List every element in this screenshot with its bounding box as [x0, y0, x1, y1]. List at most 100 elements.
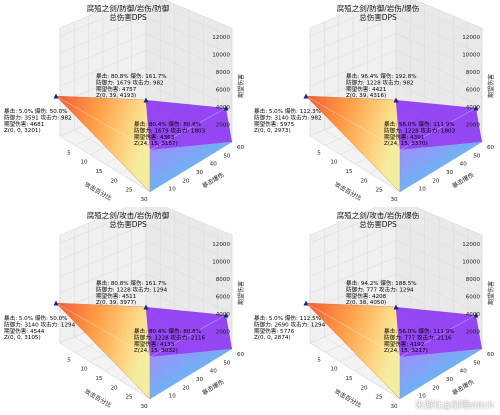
x-tick-label: 10 — [80, 367, 88, 373]
z-axis-label: 期望伤害 — [237, 281, 245, 305]
x-tick-label: 20 — [110, 385, 118, 391]
peak-marker — [473, 105, 479, 111]
z-tick-label: 4000 — [466, 105, 481, 111]
chart-title: 腐殖之剑/防御/岩伤/爆伤 — [337, 3, 420, 13]
y-tick-label: 10 — [419, 187, 427, 193]
surface-chart: 5 10 15 20 25 30 10 20 30 40 50 60 2000 4000 6000 8000 1… — [4, 207, 245, 410]
peak-marker — [53, 300, 59, 306]
z-tick-label: 4000 — [466, 312, 481, 318]
surface-chart: 5 10 15 20 25 30 10 20 30 40 50 60 2000 4000 6000 8000 1… — [4, 0, 245, 203]
annotation-line: Z(0, 0, 3201) — [4, 128, 41, 134]
annotation-line: Z(0, 0, 2874) — [254, 335, 291, 341]
annotation-line: 期望伤害: 4421 — [346, 85, 387, 93]
y-tick-label: 20 — [182, 385, 190, 391]
annotation-line: 期望伤害: 4511 — [96, 292, 137, 300]
surface-cyan-face — [400, 349, 482, 399]
x-tick-label: 25 — [125, 395, 133, 401]
x-axis-label: 攻击百分比 — [83, 387, 113, 409]
surface-cyan-face — [150, 142, 232, 192]
x-tick-label: 30 — [140, 404, 148, 410]
surface-purple-face — [146, 307, 232, 357]
x-tick-label: 10 — [80, 160, 88, 166]
x-tick-label: 25 — [125, 188, 133, 194]
annotation-line: Z(24, 15, 3032) — [134, 348, 178, 354]
z-tick-label: 10000 — [462, 52, 480, 58]
annotation-line: 期望伤害: 4544 — [4, 327, 45, 335]
annotation-line: 防御力: 2690 攻击力: 1294 — [254, 320, 326, 328]
annotation-line: Z(0, 39, 4193) — [96, 93, 136, 99]
z-axis-label: 期望伤害 — [487, 74, 495, 98]
x-tick-label: 15 — [95, 376, 103, 382]
x-tick-label: 20 — [360, 178, 368, 184]
annotation-line: 期望伤害: 5975 — [254, 120, 295, 128]
y-tick-label: 10 — [419, 394, 427, 400]
annotation-line: 防御力: 1228 攻击力: 982 — [346, 78, 414, 86]
x-tick-label: 10 — [330, 160, 338, 166]
annotation-line: 防御力: 777 攻击力: 1294 — [346, 285, 414, 293]
y-tick-label: 40 — [210, 369, 218, 375]
chart-title: 腐殖之剑/攻击/岩伤/爆伤 — [337, 210, 420, 220]
z-tick-label: 2000 — [216, 329, 231, 335]
annotation-line: 防御力: 1228 攻击力: 1294 — [96, 285, 168, 293]
x-tick-label: 30 — [390, 197, 398, 203]
z-tick-label: 8000 — [466, 277, 481, 283]
annotation-left: 暴击: 5.0% 爆伤: 112.3%防御力: 3140 攻击力: 982期望伤… — [254, 107, 322, 134]
chart-subtitle: 总伤害DPS — [359, 12, 397, 22]
z-tick-label: 12000 — [212, 242, 230, 248]
x-tick-label: 15 — [95, 169, 103, 175]
annotation-line: Z(0, 0, 3105) — [4, 335, 41, 341]
chart-title: 腐殖之剑/攻击/岩伤/防御 — [87, 210, 170, 220]
z-tick-label: 4000 — [216, 312, 231, 318]
annotation-line: 防御力: 3140 攻击力: 1294 — [4, 320, 76, 328]
z-tick-label: 8000 — [216, 277, 231, 283]
annotation-line: 期望伤害: 4757 — [96, 85, 137, 93]
z-tick-label: 2000 — [466, 122, 481, 128]
annotation-line: 防御力: 1679 攻击力: 1803 — [134, 126, 206, 134]
annotation-line: Z(0, 39, 4316) — [346, 93, 386, 99]
annotation-line: Z(24, 15, 3370) — [384, 141, 428, 147]
peak-marker — [473, 312, 479, 318]
z-tick-label: 12000 — [212, 35, 230, 41]
x-tick-label: 15 — [345, 376, 353, 382]
y-tick-label: 60 — [237, 352, 245, 358]
peak-marker — [53, 93, 59, 99]
z-tick-label: 6000 — [466, 87, 481, 93]
annotation-line: Z(24, 15, 3157) — [134, 141, 178, 147]
z-tick-label: 10000 — [212, 52, 230, 58]
x-tick-label: 5 — [317, 150, 321, 156]
y-tick-label: 30 — [196, 170, 204, 176]
y-tick-label: 40 — [210, 162, 218, 168]
annotation-line: 期望伤害: 4192 — [384, 340, 424, 348]
surface-chart: 5 10 15 20 25 30 10 20 30 40 50 60 2000 4000 6000 8000 1… — [254, 207, 495, 410]
x-axis-label: 攻击百分比 — [333, 180, 363, 202]
x-tick-label: 20 — [360, 385, 368, 391]
x-axis-label: 攻击百分比 — [333, 387, 363, 409]
annotation-top: 暴击: 80.8% 爆伤: 161.7%防御力: 1228 攻击力: 1294期… — [96, 279, 168, 306]
x-tick-label: 30 — [140, 197, 148, 203]
surface-purple-face — [396, 307, 482, 357]
z-tick-label: 10000 — [212, 259, 230, 265]
y-tick-label: 60 — [487, 352, 495, 358]
chart-subtitle: 总伤害DPS — [359, 219, 397, 229]
x-axis-label: 攻击百分比 — [83, 180, 113, 202]
annotation-line: 暴击: 96.4% 爆伤: 192.8% — [346, 72, 417, 80]
z-axis-label: 期望伤害 — [237, 74, 245, 98]
y-tick-label: 30 — [446, 170, 454, 176]
annotation-line: 期望伤害: 5776 — [254, 327, 295, 335]
surface-purple-face — [396, 100, 482, 150]
annotation-top: 暴击: 94.2% 爆伤: 188.5%防御力: 777 攻击力: 1294期望… — [346, 279, 417, 306]
x-tick-label: 5 — [67, 357, 71, 363]
y-tick-label: 60 — [237, 145, 245, 151]
x-tick-label: 30 — [390, 404, 398, 410]
y-tick-label: 20 — [432, 178, 440, 184]
z-tick-label: 10000 — [462, 259, 480, 265]
annotation-line: 暴击: 56.0% 爆伤: 111.9% — [384, 120, 455, 128]
annotation-line: 防御力: 1679 攻击力: 982 — [96, 78, 164, 86]
x-tick-label: 20 — [110, 178, 118, 184]
x-tick-label: 5 — [67, 150, 71, 156]
annotation-line: 暴击: 5.0% 爆伤: 112.3% — [254, 107, 321, 115]
chart-panel-4: 5 10 15 20 25 30 10 20 30 40 50 60 2000 4000 6000 8000 1… — [250, 207, 500, 414]
surface-purple-face — [146, 100, 232, 150]
z-tick-label: 2000 — [466, 329, 481, 335]
